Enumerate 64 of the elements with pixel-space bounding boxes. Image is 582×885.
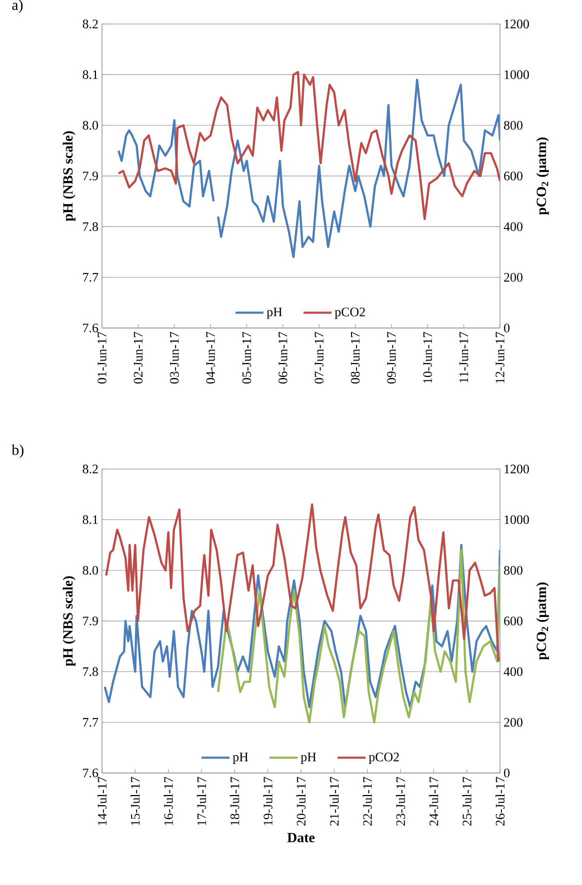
x-tick-label: 25-Jul-17 — [462, 776, 472, 826]
y-tick-label: 7.7 — [83, 718, 98, 727]
legend-label: pH — [266, 308, 282, 319]
x-tick-label: 16-Jul-17 — [164, 776, 173, 826]
x-tick-label: 15-Jul-17 — [130, 776, 140, 826]
x-tick-label: 09-Jun-17 — [387, 332, 396, 384]
y2-tick-label: 0 — [504, 324, 510, 332]
x-tick-label: 10-Jun-17 — [423, 332, 432, 383]
legend-label: pH — [232, 752, 248, 764]
y-axis-title: pH (NBS scale) — [62, 131, 76, 222]
legend-label: pCO2 — [334, 308, 365, 319]
y2-tick-label: 400 — [504, 222, 522, 232]
x-tick-label: 18-Jul-17 — [230, 776, 240, 826]
x-tick-label: 02-Jun-17 — [134, 332, 143, 384]
y2-tick-label: 1200 — [504, 20, 529, 28]
y2-tick-label: 1200 — [504, 464, 529, 474]
y2-tick-label: 200 — [504, 718, 522, 727]
x-axis-title: Date — [287, 832, 315, 842]
y-tick-label: 7.8 — [83, 667, 98, 676]
x-tick-label: 11-Jun-17 — [459, 332, 468, 382]
y-tick-label: 8.1 — [82, 515, 98, 524]
x-tick-label: 21-Jul-17 — [330, 776, 339, 826]
x-tick-label: 19-Jul-17 — [263, 776, 272, 826]
y2-axis-title: pCO$_{2}$ (µatm) — [536, 582, 549, 660]
y-tick-label: 8.1 — [82, 70, 98, 80]
x-tick-label: 12-Jun-17 — [496, 332, 504, 383]
y2-tick-label: 1000 — [504, 515, 529, 524]
y2-tick-label: 200 — [504, 272, 522, 282]
chart-title: b) — [12, 444, 24, 458]
x-tick-label: 05-Jun-17 — [242, 332, 252, 384]
legend-label: pCO2 — [368, 752, 399, 764]
legend-label: pH — [300, 752, 316, 764]
y2-tick-label: 800 — [504, 120, 522, 130]
x-tick-label: 26-Jul-17 — [495, 776, 505, 826]
x-tick-label: 04-Jun-17 — [206, 332, 215, 384]
x-tick-label: 24-Jul-17 — [429, 776, 438, 826]
x-tick-label: 03-Jun-17 — [170, 332, 179, 384]
y-tick-label: 7.8 — [83, 222, 98, 232]
y-tick-label: 7.6 — [83, 768, 98, 778]
y2-tick-label: 400 — [504, 667, 522, 676]
x-tick-label: 20-Jul-17 — [296, 776, 306, 826]
x-tick-label: 01-Jun-17 — [98, 332, 106, 384]
y-tick-label: 8.2 — [82, 20, 98, 28]
y-tick-label: 8.0 — [82, 566, 98, 575]
x-tick-label: 23-Jul-17 — [396, 776, 406, 826]
y2-tick-label: 600 — [504, 172, 522, 180]
y-tick-label: 7.7 — [83, 272, 98, 282]
y-axis-title: pH (NBS scale) — [62, 576, 76, 666]
y2-axis-title: pCO$_{2}$ (µatm) — [536, 138, 549, 215]
x-tick-label: 07-Jun-17 — [314, 332, 324, 384]
y2-tick-label: 800 — [504, 566, 522, 575]
y2-tick-label: 1000 — [504, 70, 529, 80]
y-tick-label: 8.2 — [82, 464, 98, 474]
y2-tick-label: 600 — [504, 616, 522, 626]
x-tick-label: 06-Jun-17 — [278, 332, 288, 384]
y-tick-label: 7.6 — [83, 324, 98, 332]
x-tick-label: 17-Jul-17 — [196, 776, 206, 826]
x-tick-label: 14-Jul-17 — [97, 776, 107, 826]
y-tick-label: 8.0 — [82, 120, 98, 130]
y-tick-label: 7.9 — [83, 172, 98, 180]
x-tick-label: 22-Jul-17 — [362, 776, 372, 826]
y2-tick-label: 0 — [504, 768, 510, 778]
y-tick-label: 7.9 — [83, 616, 98, 626]
x-tick-label: 08-Jun-17 — [350, 332, 360, 384]
